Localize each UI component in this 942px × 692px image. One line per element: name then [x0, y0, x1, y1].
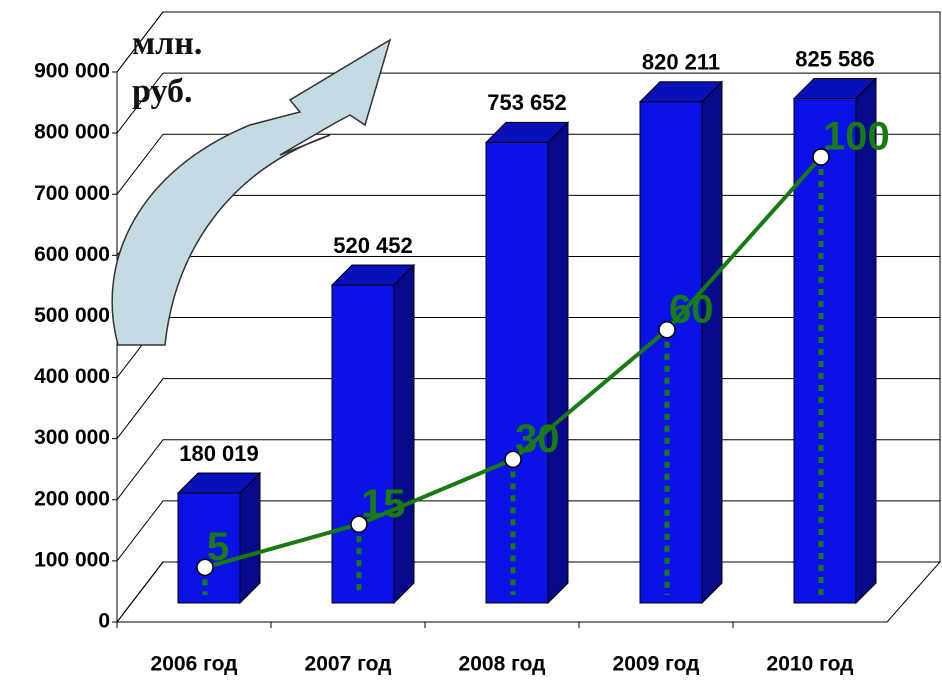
bar	[484, 121, 570, 605]
y-tick-label: 0	[98, 610, 110, 633]
line-value-label: 60	[669, 287, 714, 331]
bar-face	[484, 121, 570, 143]
bar	[638, 80, 724, 605]
y-tick-label: 600 000	[34, 243, 110, 266]
line-point	[504, 450, 522, 469]
bar	[176, 471, 262, 605]
y-tick-label: 800 000	[34, 121, 110, 144]
bar	[330, 263, 416, 605]
x-tick-label: 2006 год	[151, 653, 238, 676]
y-tick-label: 900 000	[34, 60, 110, 83]
line-value-label: 100	[823, 115, 890, 159]
bar-face	[393, 263, 415, 605]
y-tick-label: 400 000	[34, 365, 110, 388]
line-value-label: 30	[515, 417, 560, 461]
bar-face	[485, 141, 549, 604]
bar	[792, 77, 878, 605]
grid-line	[116, 72, 940, 134]
y-tick-label: 200 000	[34, 487, 110, 510]
bar-face	[331, 284, 395, 604]
y-tick-label: 100 000	[34, 548, 110, 571]
arrow	[111, 38, 392, 346]
y-axis-label: млн. руб.	[132, 25, 203, 110]
bar-face	[639, 101, 703, 604]
y-tick-label: 300 000	[34, 426, 110, 449]
x-tick-label: 2010 год	[767, 653, 854, 676]
line-point	[350, 515, 368, 533]
bar-value-label: 820 211	[642, 50, 720, 75]
line-point	[196, 558, 214, 577]
bar-face	[239, 471, 261, 605]
x-tick-label: 2008 год	[459, 653, 546, 676]
x-tick-label: 2007 год	[305, 653, 392, 676]
line-value-label: 15	[361, 482, 406, 526]
bar-value-label: 753 652	[487, 90, 567, 115]
bar-value-label: 520 452	[333, 233, 413, 258]
bar-face	[701, 80, 723, 605]
y-tick-label: 500 000	[34, 304, 110, 327]
bar-face	[176, 472, 262, 494]
bar-value-label: 825 586	[795, 46, 875, 71]
bar-value-label: 180 019	[179, 441, 259, 466]
line-point	[658, 321, 676, 339]
x-tick-label: 2009 год	[613, 653, 700, 676]
grid-line	[116, 11, 940, 73]
line-value-label: 5	[207, 525, 229, 569]
bar-face	[792, 77, 878, 99]
y-tick-label: 700 000	[34, 182, 110, 205]
bar-face	[638, 81, 724, 103]
line-point	[812, 148, 830, 166]
bar-face	[330, 264, 416, 286]
bar-face	[547, 121, 569, 605]
